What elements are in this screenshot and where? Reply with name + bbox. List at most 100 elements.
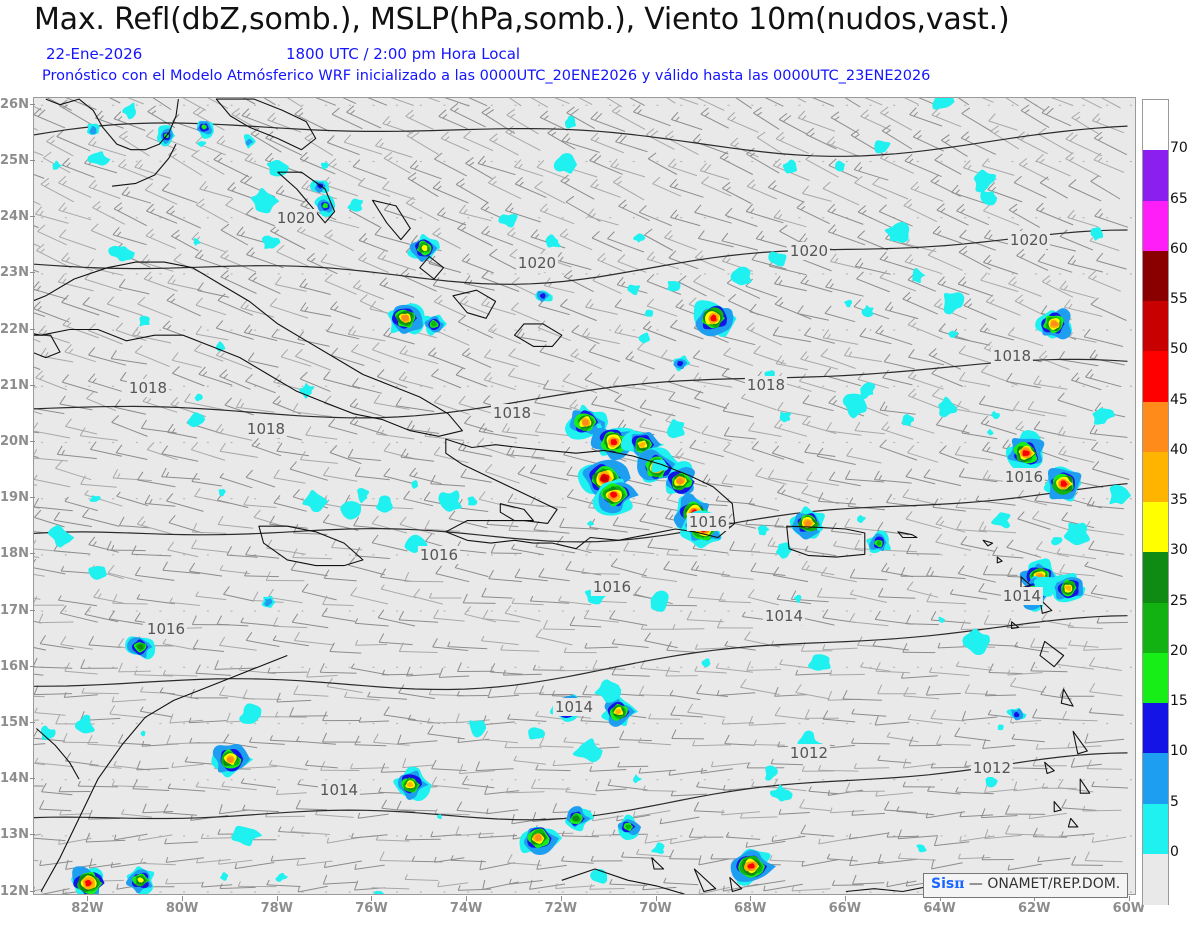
longitude-tick-label: 62W (1018, 901, 1051, 916)
light-echo-patch (650, 590, 669, 612)
latitude-tick-label: 12N (0, 883, 29, 899)
colorbar-band-65to70 (1143, 150, 1168, 202)
latitude-tick-mark (30, 328, 35, 330)
light-echo-patch (769, 784, 793, 802)
light-echo-patch (564, 115, 576, 129)
mslp-contour-line (34, 358, 1128, 419)
colorbar-band-55to60 (1143, 250, 1168, 302)
latitude-tick-label: 20N (0, 433, 29, 449)
light-echo-patch (627, 284, 641, 296)
light-echo-patch (299, 383, 315, 399)
light-echo-patch (782, 159, 798, 174)
light-echo-patch (991, 411, 1000, 420)
reflectivity-cell (620, 431, 665, 461)
light-echo-patch (108, 245, 135, 262)
light-echo-patch (498, 214, 518, 228)
light-echo-patch (320, 162, 329, 170)
light-echo-patch (553, 153, 578, 174)
colorbar-tick-5: 5 (1170, 793, 1179, 810)
light-echo-patch (194, 393, 203, 402)
reflectivity-cell (730, 848, 776, 886)
longitude-tick-label: 82W (71, 901, 104, 916)
light-echo-patch (48, 525, 75, 548)
light-echo-patch (633, 774, 643, 784)
coastline (36, 728, 80, 780)
mslp-label-1018: 1018 (490, 404, 534, 422)
light-echo-patch (962, 628, 990, 656)
reflectivity-cell (1035, 308, 1073, 340)
light-echo-patch (528, 727, 546, 740)
latitude-tick-label: 18N (0, 546, 29, 562)
watermark-brand: Sis (931, 876, 955, 892)
colorbar-tick-45: 45 (1170, 391, 1188, 408)
latitude-tick-mark (30, 497, 35, 499)
light-echo-patch (302, 489, 329, 513)
latitude-tick-mark (30, 721, 35, 723)
latitude-tick-mark (30, 553, 35, 555)
light-echo-patch (779, 411, 792, 423)
light-echo-patch (765, 765, 778, 781)
reflectivity-cell (693, 300, 737, 338)
reflectivity-cell (261, 595, 276, 608)
coastline (786, 525, 866, 558)
reflectivity-cell (665, 461, 695, 495)
coastline (1039, 640, 1065, 668)
light-echo-patch (943, 292, 965, 315)
latitude-tick-label: 21N (0, 377, 29, 393)
colorbar-tick-55: 55 (1170, 291, 1188, 307)
longitude-tick-mark (560, 896, 562, 901)
colorbar-band-10to15 (1143, 703, 1168, 754)
light-echo-patch (874, 140, 891, 154)
light-echo-patch (1063, 522, 1090, 546)
mslp-label-1014: 1014 (317, 781, 361, 799)
latitude-tick-label: 22N (0, 321, 29, 337)
colorbar-band-40to45 (1143, 401, 1168, 453)
longitude-tick-label: 80W (165, 901, 199, 916)
light-echo-patch (545, 234, 561, 248)
mslp-label-1016: 1016 (590, 578, 634, 596)
light-echo-patch (730, 266, 752, 286)
latitude-tick-label: 26N (0, 96, 29, 112)
forecast-date: 22-Ene-2026 (46, 45, 143, 63)
light-echo-patch (912, 268, 926, 284)
light-echo-patch (88, 565, 107, 580)
light-echo-patch (586, 520, 595, 527)
light-echo-patch (261, 235, 281, 249)
latitude-tick-label: 15N (0, 714, 29, 730)
light-echo-patch (467, 496, 478, 506)
light-echo-patch (938, 616, 946, 623)
light-echo-patch (861, 305, 874, 318)
latitude-tick-label: 17N (0, 602, 29, 618)
mslp-label-1020: 1020 (787, 242, 831, 260)
coastline (513, 323, 563, 347)
mslp-label-1016: 1016 (144, 620, 188, 638)
latitude-tick-label: 24N (0, 209, 29, 225)
latitude-tick-mark (30, 103, 35, 105)
light-echo-patch (231, 825, 263, 846)
mslp-contour-line (34, 229, 1128, 285)
light-echo-patch (376, 495, 393, 513)
reflectivity-cell (314, 194, 336, 217)
light-echo-patch (438, 490, 462, 512)
longitude-tick-mark (87, 896, 89, 901)
colorbar-tick-10: 10 (1170, 743, 1188, 760)
mslp-label-1020: 1020 (274, 209, 318, 227)
longitude-tick-mark (182, 896, 184, 901)
coastline (371, 199, 411, 241)
reflectivity-cell (125, 636, 156, 660)
coastline (1060, 688, 1074, 707)
mslp-label-1016: 1016 (1002, 468, 1046, 486)
longitude-tick-mark (939, 896, 941, 901)
light-echo-patch (651, 842, 665, 854)
light-echo-patch (916, 844, 927, 853)
colorbar-band-30to35 (1143, 502, 1168, 553)
light-echo-patch (139, 315, 150, 327)
colorbar-band-0 (1143, 853, 1168, 905)
colorbar-band-50to55 (1143, 301, 1168, 352)
latitude-tick-mark (30, 440, 35, 442)
latitude-tick-mark (30, 890, 35, 892)
colorbar-band-0to5 (1143, 803, 1168, 855)
light-echo-patch (140, 730, 146, 737)
light-echo-patch (633, 233, 646, 243)
